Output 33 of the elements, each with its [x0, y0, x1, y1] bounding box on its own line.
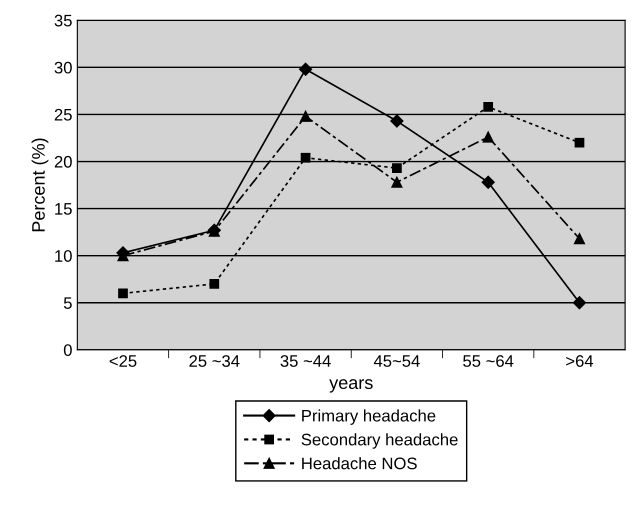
point	[391, 176, 402, 188]
y-tick-label: 30	[54, 62, 72, 74]
legend-label: Headache NOS	[302, 457, 417, 470]
y-tick-label: 20	[54, 156, 72, 168]
point	[482, 131, 494, 143]
x-tick-label: <25	[110, 355, 136, 367]
point	[299, 62, 312, 76]
point	[483, 102, 494, 112]
point	[574, 233, 586, 244]
point	[574, 138, 584, 148]
point	[118, 288, 128, 298]
legend-label: Primary headache	[302, 409, 436, 425]
x-tick-label: 55 ~64	[463, 355, 514, 367]
point	[482, 176, 495, 189]
y-tick-label: 15	[55, 203, 72, 215]
x-axis-title: years	[329, 379, 373, 393]
y-tick-label: 35	[54, 14, 72, 26]
y-tick-label: 10	[55, 250, 72, 262]
point	[390, 114, 404, 128]
point	[572, 296, 586, 310]
point	[300, 110, 312, 122]
y-tick-label: 0	[64, 344, 72, 356]
point	[392, 163, 402, 173]
x-tick-label: 25 ~34	[189, 355, 240, 367]
x-tick-label: >64	[566, 355, 594, 367]
y-tick-label: 5	[64, 297, 72, 309]
y-tick-label: 25	[54, 108, 72, 121]
legend-label: Secondary headache	[302, 433, 458, 449]
point	[300, 152, 310, 163]
point	[209, 279, 220, 289]
x-tick-label: 35 ~44	[280, 355, 331, 367]
x-tick-label: 45~54	[374, 355, 420, 367]
y-axis-title: Percent (%)	[32, 138, 48, 232]
